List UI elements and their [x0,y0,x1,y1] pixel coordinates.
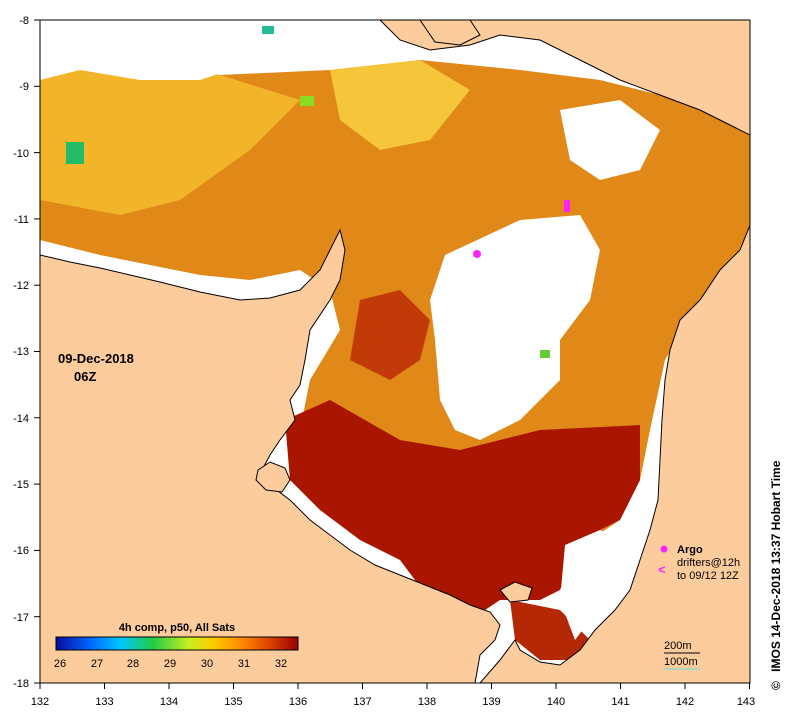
cloud-gap-gulf [430,215,600,440]
colorbar-tick-32: 32 [275,658,287,670]
latitude-axis: -8 -9 -10 -11 -12 -13 -14 -15 -16 -17 -1… [13,15,40,690]
lon-tick-138: 138 [418,696,436,708]
lon-tick-133: 133 [95,696,113,708]
lon-tick-137: 137 [353,696,371,708]
lat-tick-8: -8 [19,15,29,27]
colorbar: 4h comp, p50, All Sats 26 27 28 29 30 31… [54,622,299,670]
cloud-gap-south-coast [560,530,620,640]
colorbar-tick-26: 26 [54,658,66,670]
lat-tick-17: -17 [13,612,29,624]
lat-tick-12: -12 [13,280,29,292]
lon-tick-143: 143 [737,696,755,708]
sst-field-hot-3 [510,600,590,660]
lat-tick-11: -11 [14,214,29,226]
colorbar-tick-29: 29 [164,658,176,670]
contour-legend: 200m 1000m [664,640,700,670]
lon-tick-135: 135 [224,696,242,708]
imos-credit-text: IMOS 14-Dec-2018 13:37 Hobart Time [769,460,783,672]
lat-tick-18: -18 [13,678,29,690]
colorbar-tick-31: 31 [238,658,250,670]
lon-tick-141: 141 [611,696,629,708]
cloud-gap-north [40,20,330,80]
land-cape-york [479,224,750,683]
contour-200m-label: 200m [664,640,692,652]
imos-credit: © IMOS 14-Dec-2018 13:37 Hobart Time [769,460,783,690]
sst-speck-green [66,142,84,164]
drifters-legend-label: drifters@12h [677,557,740,569]
lat-tick-14: -14 [13,413,29,425]
lat-tick-10: -10 [13,148,29,160]
sst-speck-teal [262,26,274,34]
sst-field-yellow [40,60,300,215]
lat-tick-15: -15 [13,479,29,491]
argo-legend-label: Argo [677,544,703,556]
drifter-legend: Argo drifters@12h < to 09/12 12Z [658,544,740,582]
land-mornington-island [499,581,533,603]
sst-speck-lime-2 [540,350,550,358]
lon-tick-140: 140 [547,696,565,708]
lon-tick-139: 139 [482,696,500,708]
land-northern-territory [40,228,501,683]
lon-tick-136: 136 [289,696,307,708]
argo-float-marker [473,250,481,258]
lon-tick-132: 132 [31,696,49,708]
contour-1000m-label: 1000m [664,656,698,668]
colorbar-tick-27: 27 [91,658,103,670]
longitude-axis: 132 133 134 135 136 137 138 139 140 141 … [31,683,755,708]
drifter-legend-icon: < [658,562,666,577]
sst-field-hot-2 [350,290,430,380]
image-time: 06Z [74,369,96,384]
sst-field-yellow-2 [330,60,470,150]
argo-legend-icon [660,545,668,553]
land-groote-eylandt [255,461,291,493]
copyright-symbol: © [769,681,783,690]
lat-tick-13: -13 [13,346,29,358]
cloud-gap-ne [560,100,660,180]
colorbar-scale [55,636,299,651]
colorbar-tick-30: 30 [201,658,213,670]
drifter-track-marker [564,200,570,212]
land-islands-north [419,20,481,46]
drifters-period-label: to 09/12 12Z [677,570,739,582]
lon-tick-134: 134 [160,696,178,708]
sst-speck-lime [300,96,314,106]
lat-tick-9: -9 [19,81,29,93]
colorbar-tick-28: 28 [127,658,139,670]
image-date: 09-Dec-2018 [58,351,134,366]
lat-tick-16: -16 [13,545,29,557]
land-new-guinea [379,20,750,136]
lon-tick-142: 142 [676,696,694,708]
sst-field-hot [285,400,640,620]
colorbar-title: 4h comp, p50, All Sats [119,622,235,634]
